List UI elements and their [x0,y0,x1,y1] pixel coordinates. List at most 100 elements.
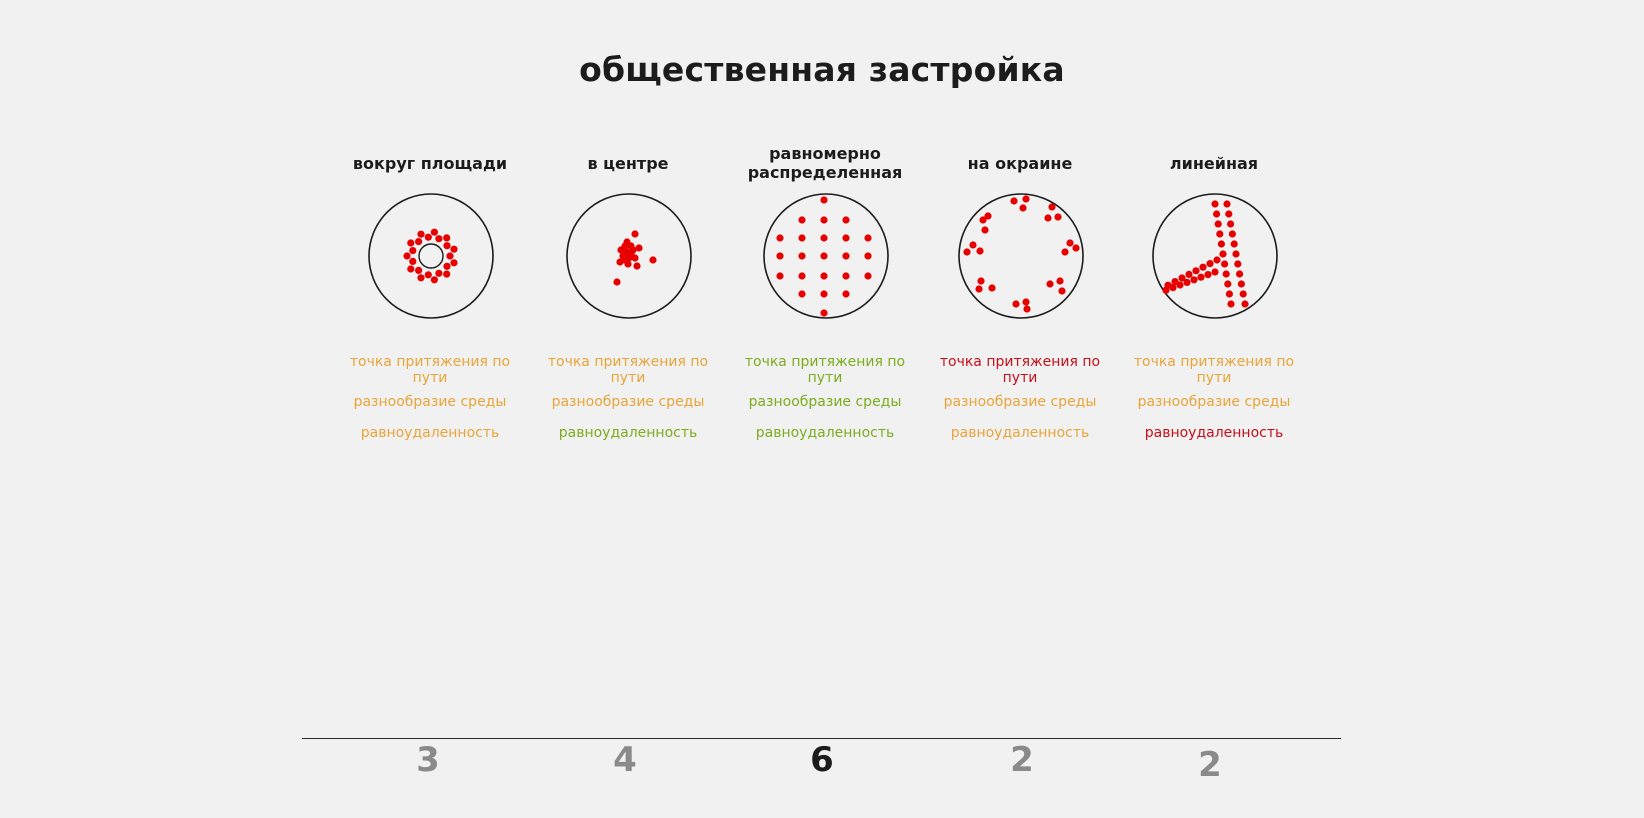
building-dot [435,235,443,243]
criterion-label: точка притяжения по пути [349,354,511,386]
building-dot [988,284,996,292]
scheme-diagram [1151,192,1279,320]
building-dot [1228,230,1236,238]
page-title: общественная застройка [579,50,1065,89]
building-dot [430,228,438,236]
building-dot [820,252,828,260]
building-dot [409,257,417,265]
building-dot [1019,204,1027,212]
building-dot [1219,250,1227,258]
criterion-label: точка притяжения по пути [744,354,906,386]
criteria-list: точка притяжения по пути разнообразие сре… [533,354,723,445]
city-boundary-circle [1152,193,1278,319]
building-dot [1213,210,1221,218]
scheme-diagram [762,192,890,320]
criterion-label: точка притяжения по пути [547,354,709,386]
building-dot [820,216,828,224]
criteria-list: точка притяжения по пути разнообразие сре… [730,354,920,445]
building-dot [1232,250,1240,258]
building-dot [1066,239,1074,247]
building-dot [1012,300,1020,308]
building-dot [409,247,417,255]
building-dot [842,234,850,242]
building-dot [820,234,828,242]
scheme-title: в центре [587,153,669,173]
criterion-label: разнообразие среды [353,394,507,410]
score-axis-line [302,738,1341,739]
square-circle [418,243,444,269]
building-dot [415,266,423,274]
scheme-column: вокруг площади точка притяжения по пути ра… [335,140,525,442]
scheme-svg [1152,193,1278,319]
building-dot [820,196,828,204]
criterion-label: равноудаленность [1144,425,1284,441]
score-value: 2 [1010,740,1034,780]
criterion-label: равноудаленность [558,425,698,441]
scheme-column: на окраине точка притяжения по пути разноо… [925,140,1115,442]
building-dot [1221,260,1229,268]
score-value: 3 [416,740,440,780]
criteria-list: точка притяжения по пути разнообразие сре… [925,354,1115,445]
building-dot [1197,273,1205,281]
building-dot [984,212,992,220]
criterion-label: разнообразие среды [748,394,902,410]
score-value: 4 [613,740,637,780]
building-dot [417,274,425,282]
scheme-title: на окраине [967,153,1073,173]
building-dot [842,252,850,260]
building-dot [842,272,850,280]
building-dot [435,269,443,277]
building-dot [820,272,828,280]
building-dot [631,254,639,262]
building-dot [417,230,425,238]
scheme-svg [958,193,1084,319]
building-dot [407,265,415,273]
building-dot [820,290,828,298]
building-dot [443,270,451,278]
building-dot [1236,270,1244,278]
building-dot [975,285,983,293]
scheme-title: линейная [1169,153,1259,173]
building-dot [1239,290,1247,298]
building-dot [1213,256,1221,264]
building-dot [1230,240,1238,248]
building-dot [820,309,828,317]
criterion-label: точка притяжения по пути [939,354,1101,386]
building-dot [450,245,458,253]
building-dot [798,272,806,280]
building-dot [1224,280,1232,288]
scheme-diagram [957,192,1085,320]
city-boundary-circle [958,193,1084,319]
building-dot [424,271,432,279]
building-dot [1211,200,1219,208]
building-dot [1185,270,1193,278]
criterion-label: разнообразие среды [943,394,1097,410]
building-dot [403,252,411,260]
building-dot [864,272,872,280]
building-dot [1225,290,1233,298]
building-dot [798,234,806,242]
building-dot [1056,277,1064,285]
building-dot [798,216,806,224]
building-dot [1046,280,1054,288]
building-dot [981,226,989,234]
scheme-diagram [565,192,693,320]
criteria-list: точка притяжения по пути разнообразие сре… [335,354,525,445]
building-dot [1216,230,1224,238]
building-dot [1234,260,1242,268]
building-dot [625,254,633,262]
criterion-label: точка притяжения по пути [1133,354,1295,386]
building-dot [1054,213,1062,221]
building-dot [776,234,784,242]
building-dot [977,277,985,285]
building-dot [1237,280,1245,288]
scheme-title: равномерно распределенная [747,144,903,182]
building-dot [842,290,850,298]
criterion-label: равноудаленность [360,425,500,441]
score-value: 2 [1198,745,1222,785]
building-dot [1223,200,1231,208]
building-dot [624,260,632,268]
building-dot [407,239,415,247]
scheme-diagram [367,192,495,320]
criterion-label: равноудаленность [950,425,1090,441]
